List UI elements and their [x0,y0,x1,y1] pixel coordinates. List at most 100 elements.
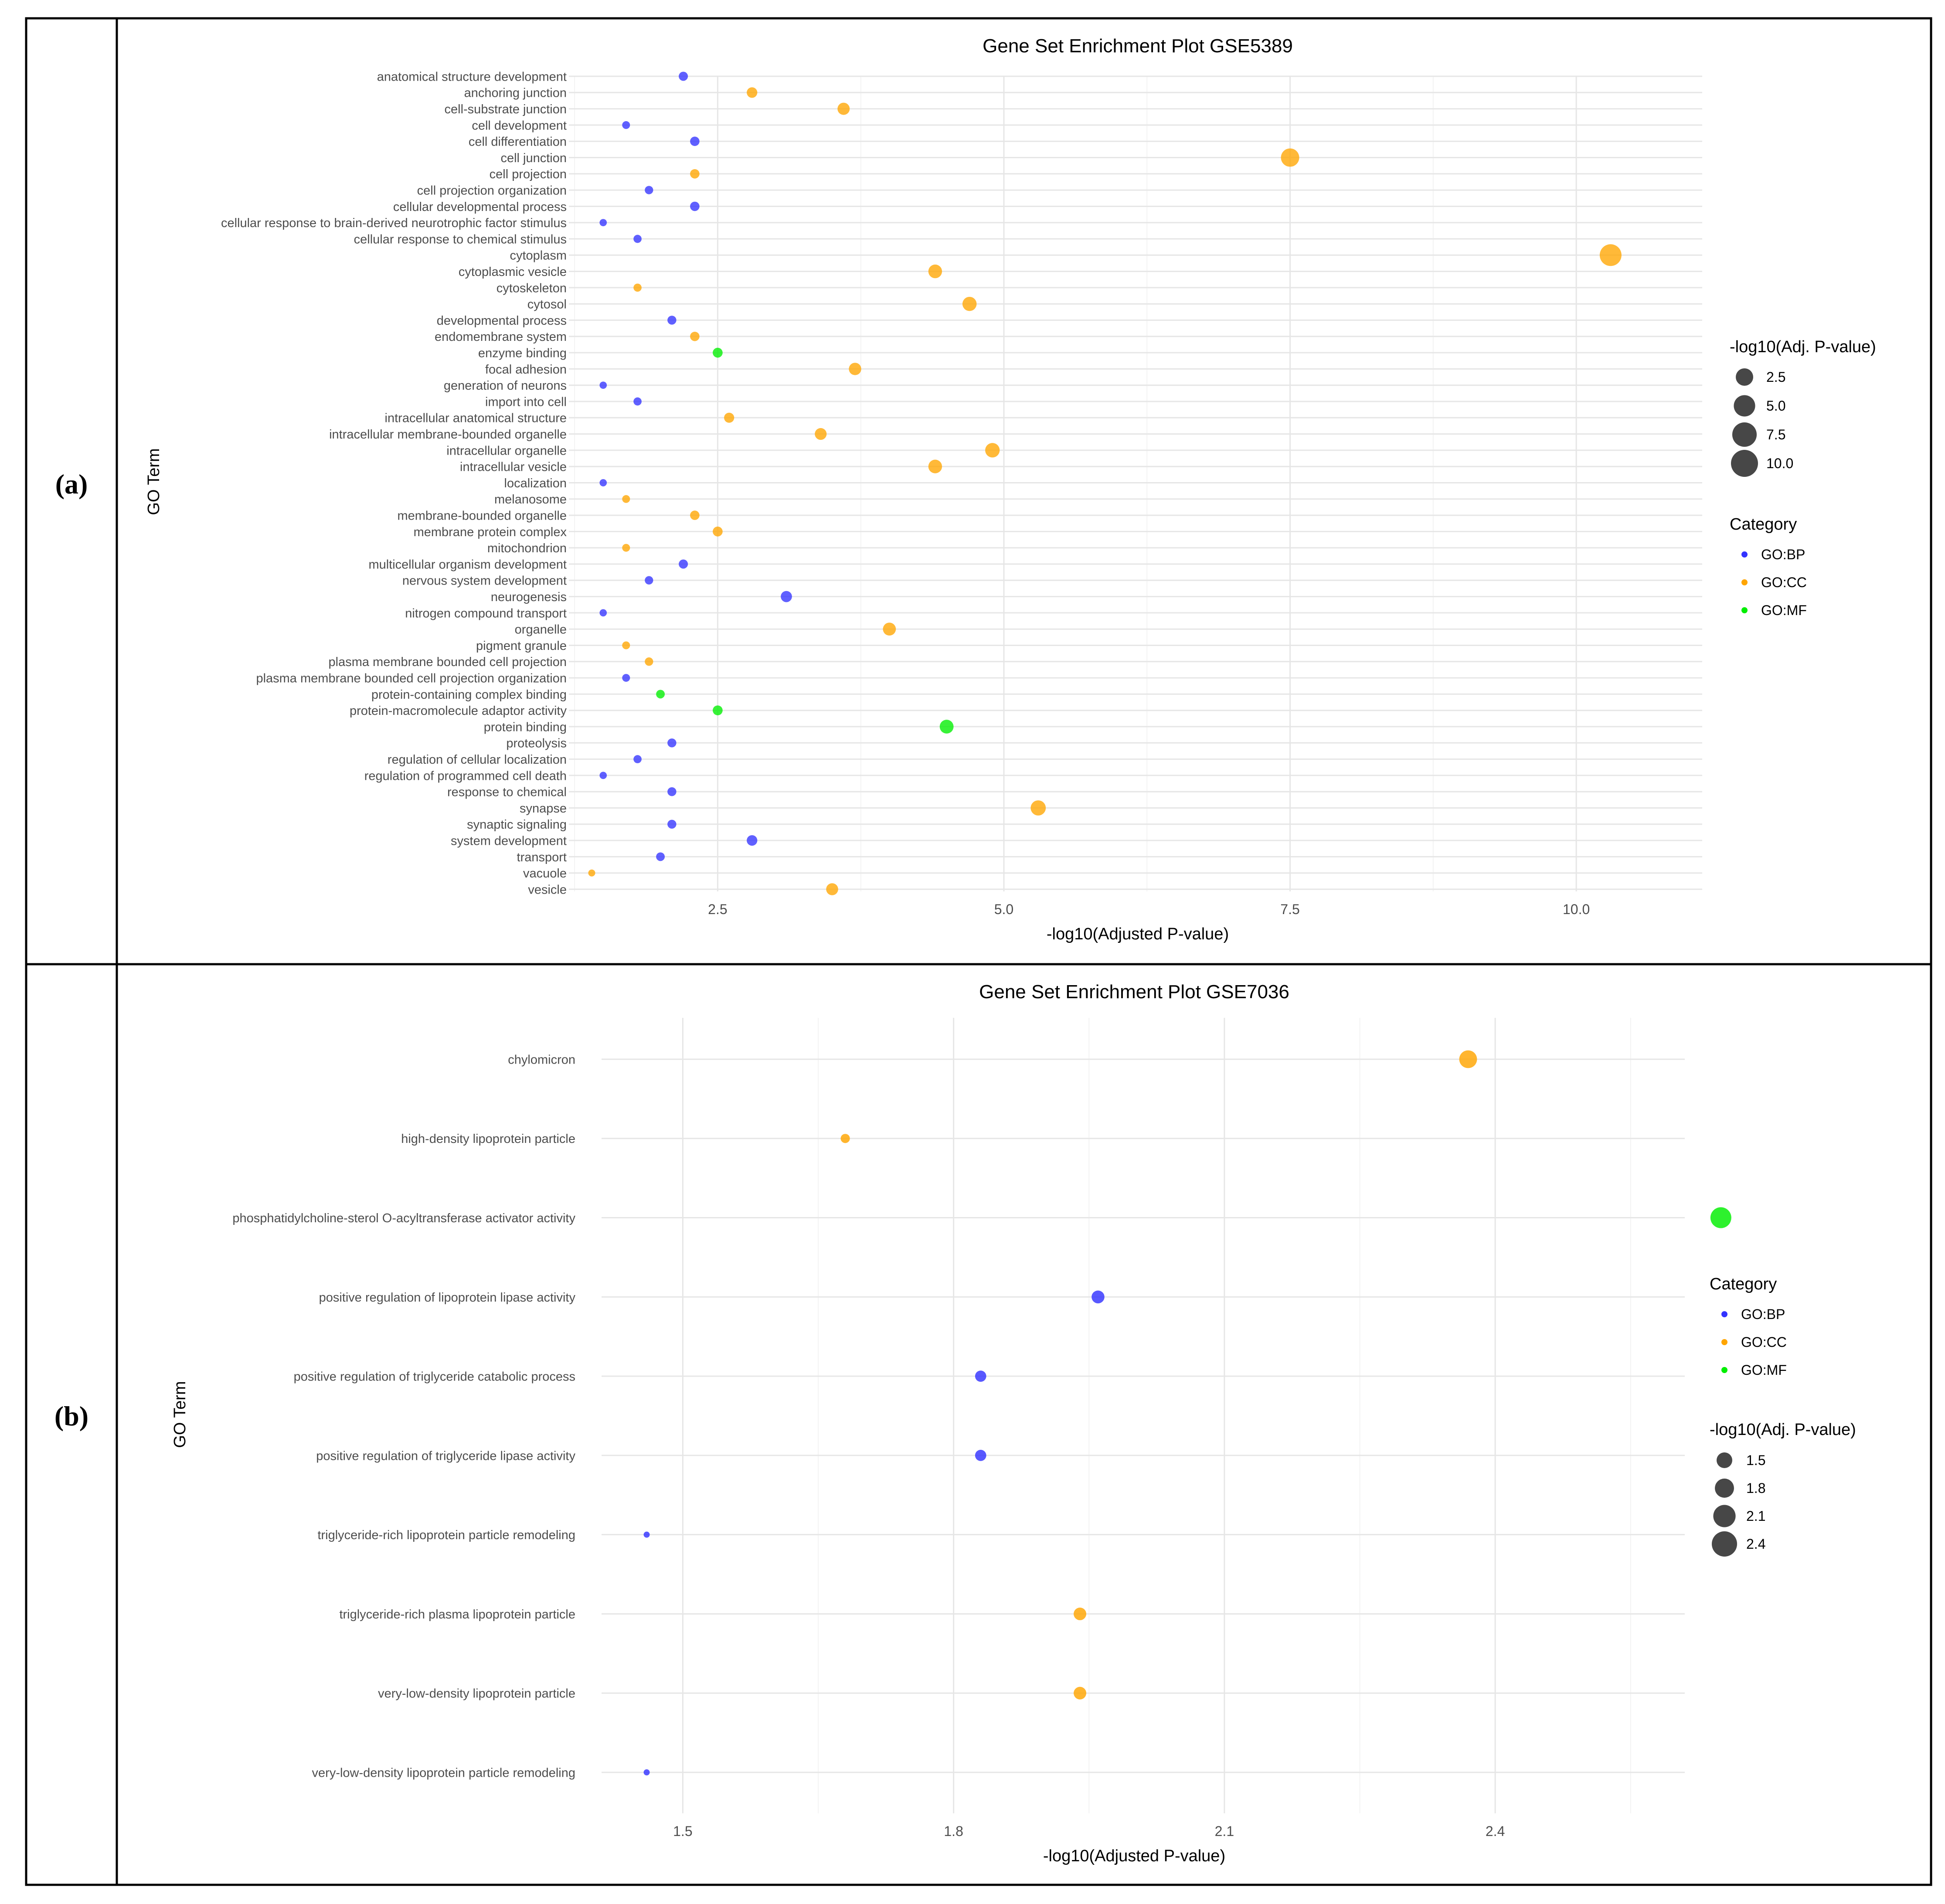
data-point [826,883,838,895]
chart-a-color-legend: Category GO:BP GO:CC GO:MF [1730,515,1807,618]
data-point [724,412,734,423]
data-point [975,1450,986,1461]
y-tick-label: mitochondrion [487,541,567,555]
y-tick-label: cellular response to brain-derived neuro… [221,216,567,230]
y-tick-label: pigment granule [476,639,567,653]
data-point [962,296,977,311]
y-tick-label: anchoring junction [464,86,567,100]
data-point [622,641,630,649]
data-point [781,591,792,602]
y-tick-label: cell projection organization [417,184,567,198]
size-legend-key [1715,1479,1734,1498]
size-legend-label: 5.0 [1766,398,1785,414]
size-legend-label: 10.0 [1766,456,1793,471]
y-tick-label: positive regulation of triglyceride cata… [294,1370,575,1384]
data-point [713,527,723,537]
y-tick-label: cellular response to chemical stimulus [354,232,567,246]
data-point [599,772,607,779]
data-point [622,544,630,552]
y-tick-label: developmental process [437,314,567,328]
data-point [1074,1607,1087,1620]
size-legend-label: 2.4 [1746,1536,1765,1552]
y-tick-label: system development [451,834,567,848]
y-tick-label: cell junction [500,151,567,165]
chart-b-color-legend: Category GO:BP GO:CC GO:MF [1710,1275,1787,1378]
y-tick-label: enzyme binding [478,347,567,360]
data-point [939,720,954,734]
chart-b: Gene Set Enrichment Plot GSE7036 chylomi… [171,981,1856,1865]
y-tick-label: phosphatidylcholine-sterol O-acyltransfe… [232,1211,575,1225]
data-point [643,1769,650,1775]
y-tick-label: generation of neurons [444,379,567,393]
data-point [928,264,942,279]
data-point [1074,1686,1087,1700]
chart-b-size-legend-title: -log10(Adj. P-value) [1710,1421,1856,1439]
y-tick-label: nervous system development [402,574,567,588]
x-tick-label: 1.8 [944,1823,963,1839]
data-point [985,443,1000,458]
size-legend-label: 7.5 [1766,427,1785,442]
chart-b-color-legend-title: Category [1710,1275,1777,1293]
y-tick-label: focal adhesion [485,363,567,377]
data-point [1599,244,1622,266]
chart-b-category-labels: chylomicron high-density lipoprotein part… [232,1053,575,1780]
y-tick-label: vesicle [528,883,567,897]
chart-b-grid-major [602,1018,1685,1813]
chart-a-color-legend-title: Category [1730,515,1797,534]
size-legend-key [1712,1531,1737,1557]
chart-b-x-axis-label: -log10(Adjusted P-value) [1043,1847,1225,1865]
chart-b-size-legend: -log10(Adj. P-value) 1.5 1.8 2.1 2.4 [1710,1421,1856,1557]
chart-a-title: Gene Set Enrichment Plot GSE5389 [983,35,1293,57]
color-legend-label: GO:MF [1761,602,1807,618]
y-tick-label: intracellular membrane-bounded organelle [329,428,567,442]
y-tick-label: protein-containing complex binding [371,688,567,702]
data-point [599,381,607,389]
chart-a-grid-minor [574,76,1434,891]
data-point [747,835,758,846]
size-legend-label: 1.5 [1746,1452,1765,1468]
data-point [679,559,688,569]
chart-b-y-axis-label: GO Term [171,1381,189,1448]
size-legend-key [1713,1505,1736,1527]
data-point [599,219,607,227]
y-tick-label: chylomicron [508,1053,575,1067]
size-legend-key [1717,1452,1732,1468]
y-tick-label: plasma membrane bounded cell projection [329,655,567,669]
x-tick-label: 1.5 [673,1823,692,1839]
color-legend-key [1741,551,1748,558]
data-point [849,363,861,375]
chart-a-category-labels: anatomical structure development anchorin… [221,70,567,897]
color-legend-key [1721,1311,1727,1317]
data-point [1710,1207,1731,1228]
y-tick-label: very-low-density lipoprotein particle [378,1687,575,1701]
data-point [690,332,700,341]
y-tick-label: cellular developmental process [393,200,567,214]
y-tick-label: membrane-bounded organelle [397,509,567,523]
x-tick-label: 7.5 [1280,901,1299,917]
x-tick-label: 2.5 [708,901,727,917]
data-point [645,576,653,585]
data-point [667,316,677,325]
panel-label-b: (b) [54,1401,88,1431]
color-legend-label: GO:CC [1741,1334,1787,1350]
y-tick-label: cytosol [527,298,567,312]
size-legend-key [1731,450,1758,477]
y-tick-label: anatomical structure development [377,70,567,84]
data-point [690,136,700,146]
data-point [713,347,723,358]
y-tick-label: cell projection [490,167,567,181]
data-point [633,283,642,292]
data-point [643,1531,650,1538]
y-tick-label: regulation of cellular localization [388,753,567,767]
y-tick-label: regulation of programmed cell death [364,769,567,783]
data-point [679,71,688,81]
data-point [633,755,642,763]
y-tick-label: organelle [515,623,567,637]
figure-frame [25,17,1932,1886]
y-tick-label: cytoskeleton [496,281,567,295]
color-legend-key [1721,1367,1727,1373]
y-tick-label: melanosome [494,493,567,507]
data-point [622,495,630,503]
y-tick-label: intracellular organelle [446,444,567,458]
